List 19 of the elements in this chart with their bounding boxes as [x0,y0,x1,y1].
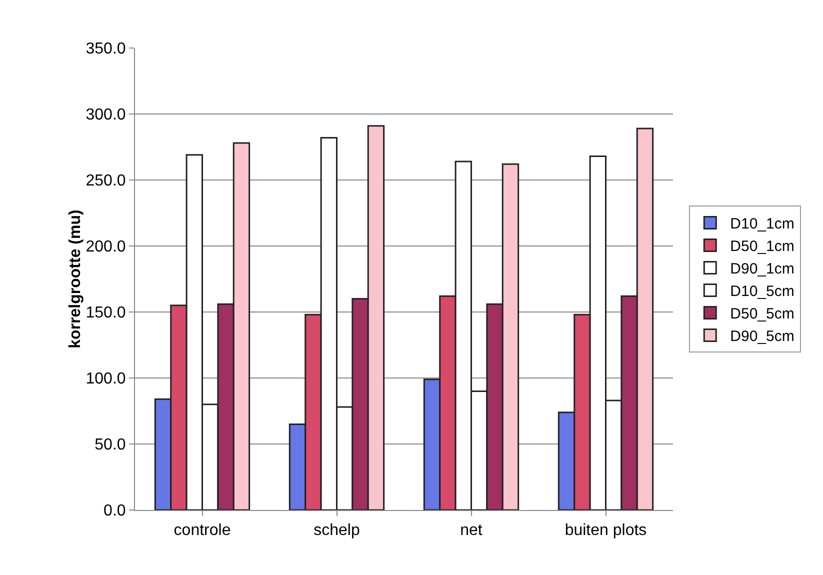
y-tick-label: 150.0 [86,304,126,322]
legend-label: D10_5cm [730,283,794,300]
y-axis-title: korrelgrootte (mu) [66,210,84,348]
legend-label: D90_5cm [730,328,794,346]
y-tick-label: 350.0 [86,40,126,58]
y-tick-label: 300.0 [86,106,126,124]
y-tick-label: 200.0 [86,238,126,256]
x-tick-label: controle [174,522,231,540]
x-tick-label: schelp [314,522,360,540]
legend-label: D10_1cm [730,216,794,233]
legend-label: D90_1cm [730,260,794,278]
legend-label: D50_1cm [730,238,794,256]
legend-label: D50_5cm [730,306,794,323]
y-tick-label: 250.0 [86,172,126,190]
y-tick-label: 0.0 [104,502,126,520]
x-tick-label: buiten plots [564,522,647,540]
x-tick-label: net [460,522,483,540]
y-tick-label: 100.0 [86,370,126,388]
y-tick-label: 50.0 [94,436,126,454]
